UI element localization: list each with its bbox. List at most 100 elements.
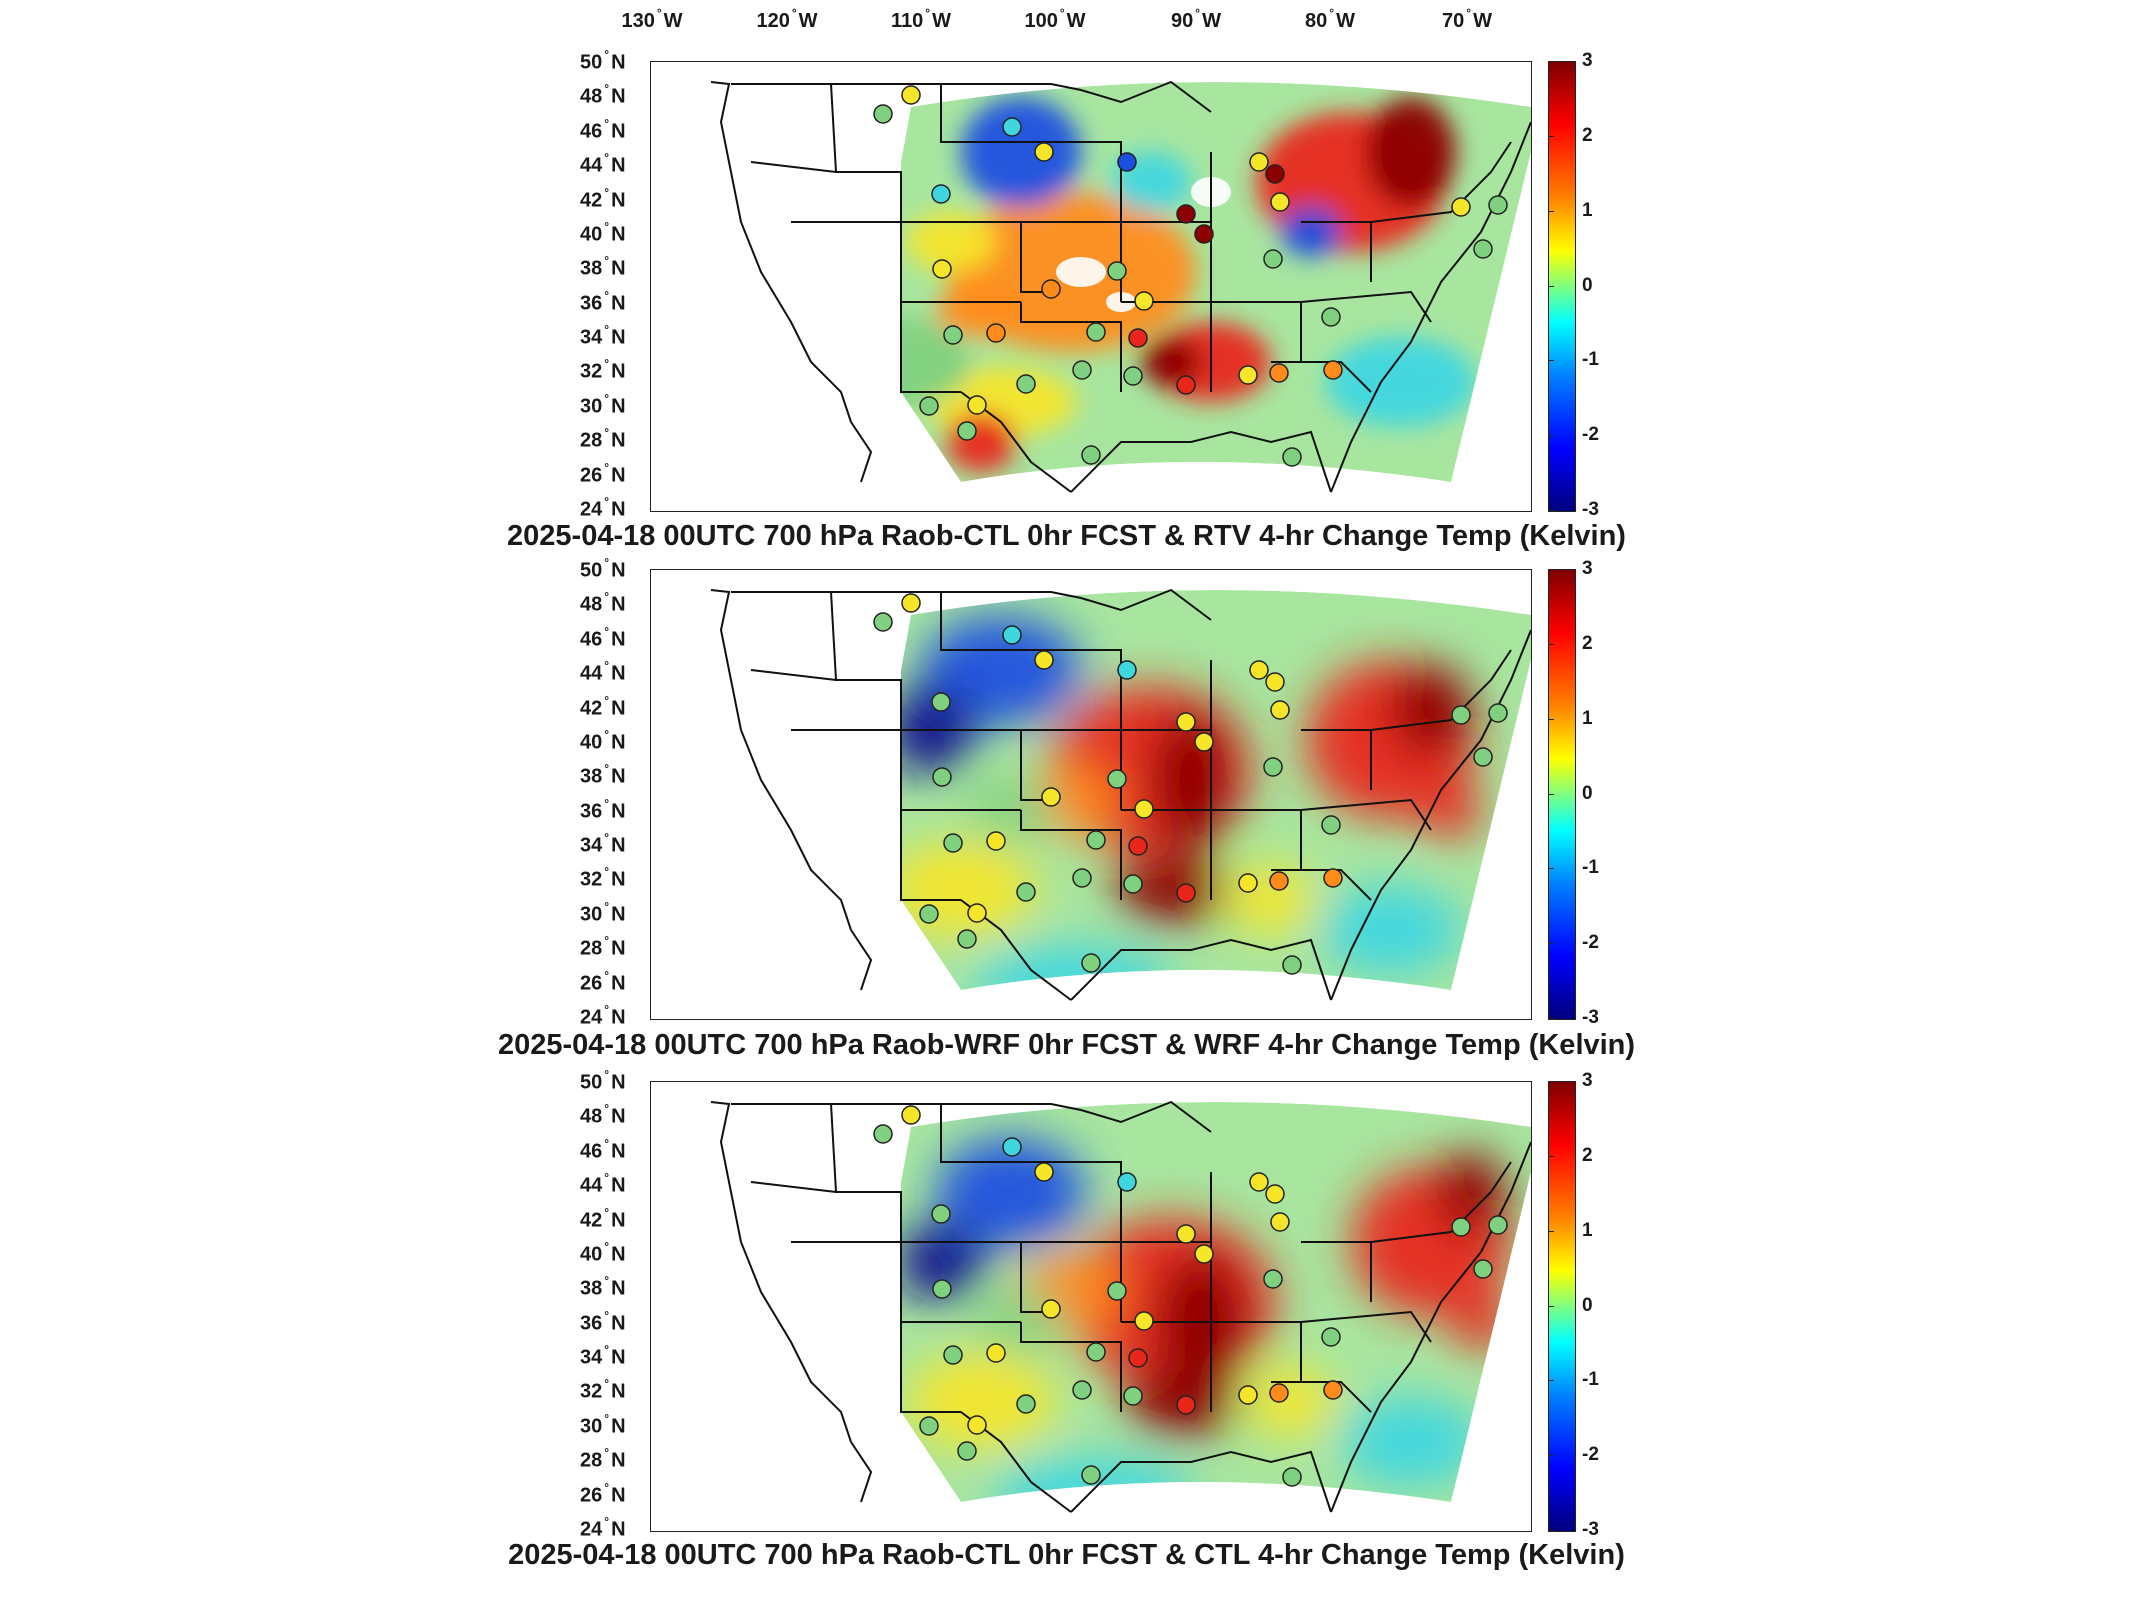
colorbar-tick-label: -2 <box>1582 424 1599 446</box>
state-boundaries <box>710 1100 1531 1513</box>
latitude-label: 46 ° N <box>580 624 626 651</box>
latitude-label: 34 ° N <box>580 1342 626 1369</box>
station-marker <box>1269 363 1289 383</box>
longitude-label: 130 ° W <box>621 6 683 32</box>
station-marker <box>1265 1184 1285 1204</box>
longitude-axis: 130 ° W 120 ° W 110 ° W 100 ° W 90 ° W 80 ° W 70 ° W <box>0 0 2133 40</box>
field-blob <box>1281 207 1341 257</box>
colorbar-tick-label: 3 <box>1582 558 1593 579</box>
station-marker <box>1249 660 1269 680</box>
station-marker <box>1194 224 1214 244</box>
station-marker <box>1086 1342 1106 1362</box>
raob-stations <box>873 593 1508 975</box>
latitude-label: 32 ° N <box>580 864 626 891</box>
latitude-label: 24 ° N <box>580 494 626 521</box>
station-marker <box>1002 1137 1022 1157</box>
station-marker <box>1488 1215 1508 1235</box>
longitude-label: 100 ° W <box>1024 6 1086 32</box>
latitude-label: 30 ° N <box>580 391 626 418</box>
field-blob <box>901 840 1036 940</box>
station-marker <box>1176 1395 1196 1415</box>
station-marker <box>1176 1224 1196 1244</box>
station-marker <box>931 184 951 204</box>
station-marker <box>1488 703 1508 723</box>
station-marker <box>1134 799 1154 819</box>
station-marker <box>931 692 951 712</box>
latitude-label: 34 ° N <box>580 322 626 349</box>
station-marker <box>1263 249 1283 269</box>
station-marker <box>1249 152 1269 172</box>
station-marker <box>1002 117 1022 137</box>
station-marker <box>1473 747 1493 767</box>
colorbar-tick <box>1548 1081 1554 1082</box>
colorbar-tick <box>1548 1305 1554 1307</box>
station-marker <box>1081 953 1101 973</box>
colorbar-tick <box>1548 1530 1554 1531</box>
field-blob <box>1321 885 1461 975</box>
map-plot <box>650 569 1532 1020</box>
station-marker <box>967 395 987 415</box>
panel-title: 2025-04-18 00UTC 700 hPa Raob-CTL 0hr FC… <box>507 520 1626 552</box>
station-marker <box>1107 769 1127 789</box>
station-marker <box>1323 868 1343 888</box>
station-marker <box>1270 700 1290 720</box>
station-marker <box>1176 204 1196 224</box>
field-blob <box>1421 780 1481 840</box>
station-marker <box>1072 360 1092 380</box>
station-marker <box>1016 882 1036 902</box>
station-marker <box>919 1416 939 1436</box>
field-blob <box>1116 855 1226 925</box>
latitude-label: 30 ° N <box>580 899 626 926</box>
station-marker <box>1002 625 1022 645</box>
colorbar-tick-label: 1 <box>1582 707 1593 729</box>
station-marker <box>1016 374 1036 394</box>
station-marker <box>1081 1465 1101 1485</box>
colorbar-tick-label: 0 <box>1582 274 1593 296</box>
station-marker <box>1263 757 1283 777</box>
colorbar-tick-label: 2 <box>1582 1144 1593 1166</box>
station-marker <box>1176 883 1196 903</box>
station-marker <box>1176 375 1196 395</box>
colorbar-tick-label: -1 <box>1582 349 1599 371</box>
longitude-label: 120 ° W <box>756 6 818 32</box>
station-marker <box>1123 874 1143 894</box>
latitude-label: 48 ° N <box>580 81 626 108</box>
station-marker <box>1117 152 1137 172</box>
station-marker <box>1265 672 1285 692</box>
field-blob <box>946 412 1016 472</box>
latitude-label: 50 ° N <box>580 47 626 74</box>
field-blob <box>1366 97 1456 207</box>
station-marker <box>873 1124 893 1144</box>
station-marker <box>901 1105 921 1125</box>
map-svg <box>710 1100 1531 1513</box>
latitude-label: 30 ° N <box>580 1411 626 1438</box>
colorbar-tick-label: 1 <box>1582 199 1593 221</box>
station-marker <box>1451 197 1471 217</box>
field-blob <box>971 945 1171 990</box>
station-marker <box>986 1343 1006 1363</box>
latitude-label: 26 ° N <box>580 968 626 995</box>
latitude-label: 40 ° N <box>580 219 626 246</box>
colorbar-tick <box>1548 135 1554 137</box>
station-marker <box>1263 1269 1283 1289</box>
latitude-label: 36 ° N <box>580 796 626 823</box>
latitude-label: 44 ° N <box>580 150 626 177</box>
temperature-field <box>901 590 1531 990</box>
station-marker <box>873 104 893 124</box>
colorbar-tick-label: -3 <box>1582 1007 1599 1028</box>
panel-ctl-change: 2025-04-18 00UTC 700 hPa Raob-CTL 0hr FC… <box>0 1060 2133 1572</box>
colorbar-tick <box>1548 718 1554 720</box>
station-marker <box>1117 1172 1137 1192</box>
station-marker <box>1269 871 1289 891</box>
station-marker <box>1238 1385 1258 1405</box>
station-marker <box>932 1279 952 1299</box>
station-marker <box>1321 1327 1341 1347</box>
station-marker <box>1107 1281 1127 1301</box>
station-marker <box>967 1415 987 1435</box>
station-marker <box>967 903 987 923</box>
station-marker <box>1034 1162 1054 1182</box>
longitude-label: 90 ° W <box>1171 6 1221 32</box>
station-marker <box>1265 164 1285 184</box>
latitude-label: 40 ° N <box>580 727 626 754</box>
latitude-label: 42 ° N <box>580 693 626 720</box>
